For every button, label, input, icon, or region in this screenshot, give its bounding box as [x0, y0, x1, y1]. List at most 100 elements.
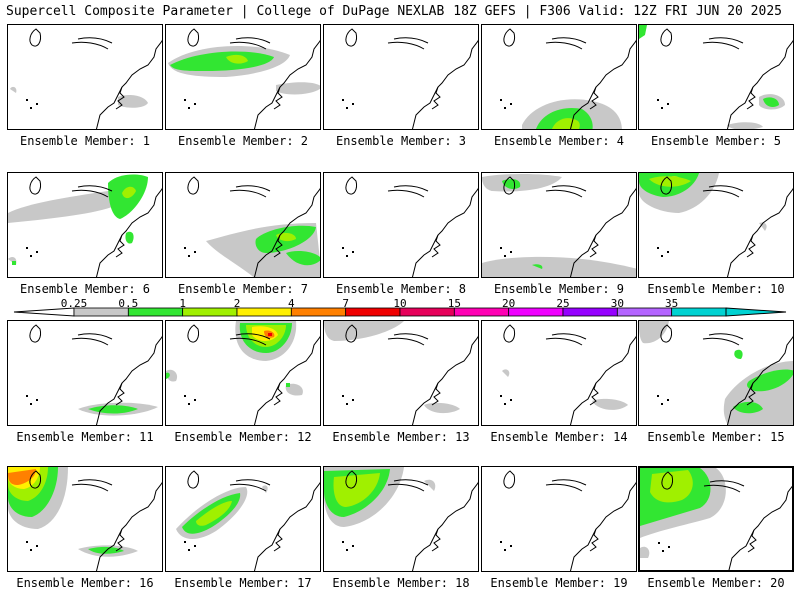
- ensemble-member-map: [165, 24, 321, 130]
- scp-contour: [747, 369, 793, 392]
- scp-contour: [640, 546, 650, 558]
- scp-contour: [727, 122, 763, 129]
- ensemble-member-map: [7, 24, 163, 130]
- scp-contour: [122, 186, 136, 199]
- colorbar-segment: [616, 307, 673, 317]
- coastline: [411, 39, 478, 129]
- island-outline: [393, 37, 429, 44]
- island-outline: [708, 37, 744, 44]
- lake-outline: [187, 28, 199, 47]
- map-dot: [184, 247, 186, 249]
- map-dot: [510, 251, 512, 253]
- ensemble-member-label: Ensemble Member: 13: [332, 430, 470, 444]
- island-outline: [235, 479, 271, 486]
- map-canvas: [26, 324, 162, 425]
- map-dot: [36, 399, 38, 401]
- island-outline: [387, 41, 425, 50]
- ensemble-member-label: Ensemble Member: 19: [490, 576, 628, 590]
- ensemble-member-map: [638, 320, 794, 426]
- colorbar-segment: [345, 307, 401, 317]
- map-dot: [342, 395, 344, 397]
- island-outline: [551, 333, 587, 340]
- map-dot: [352, 399, 354, 401]
- map-dot: [500, 541, 502, 543]
- scp-contour: [639, 25, 647, 39]
- scp-contour: [324, 321, 404, 341]
- lake-outline: [187, 324, 199, 343]
- coastline: [569, 187, 636, 277]
- map-canvas: [168, 28, 320, 129]
- lake-outline: [503, 470, 515, 489]
- colorbar-tick-label: 0.25: [60, 297, 88, 310]
- island-outline: [708, 185, 744, 192]
- scp-contour: [763, 97, 779, 107]
- island-outline: [551, 479, 587, 486]
- island-outline: [702, 41, 740, 50]
- ensemble-member-map: [638, 466, 794, 572]
- ensemble-member-label: Ensemble Member: 20: [647, 576, 785, 590]
- map-dot: [194, 251, 196, 253]
- ensemble-member-map: [165, 172, 321, 278]
- ensemble-member-map: [7, 466, 163, 572]
- map-dot: [661, 107, 663, 109]
- colorbar-segment: [453, 307, 510, 317]
- map-canvas: [482, 174, 636, 277]
- lake-outline: [345, 470, 357, 489]
- colorbar-tick-label: 10: [393, 297, 407, 310]
- map-dot: [346, 255, 348, 257]
- scp-contour: [759, 222, 767, 231]
- ensemble-member-map: [323, 320, 479, 426]
- coastline: [569, 39, 636, 129]
- map-dot: [504, 403, 506, 405]
- ensemble-member-map: [323, 172, 479, 278]
- island-outline: [235, 185, 271, 192]
- map-dot: [184, 395, 186, 397]
- colorbar-tick-label: 25: [556, 297, 570, 310]
- scp-contour: [502, 179, 521, 189]
- island-outline: [551, 185, 587, 192]
- map-dot: [658, 542, 660, 544]
- coastline: [253, 335, 320, 425]
- lake-outline: [503, 324, 515, 343]
- ensemble-member-map: [165, 320, 321, 426]
- chesapeake-bay-outline: [115, 86, 125, 110]
- scp-contour: [118, 95, 148, 108]
- island-outline: [387, 189, 425, 198]
- ensemble-member-label: Ensemble Member: 4: [493, 134, 625, 148]
- scp-contour: [286, 383, 290, 387]
- map-dot: [36, 103, 38, 105]
- map-dot: [30, 549, 32, 551]
- map-canvas: [500, 470, 636, 571]
- island-outline: [77, 479, 113, 486]
- ensemble-member-label: Ensemble Member: 5: [650, 134, 782, 148]
- coastline: [95, 39, 162, 129]
- colorbar-segment: [671, 307, 727, 317]
- map-dot: [352, 251, 354, 253]
- colorbar-tick-label: 7: [342, 297, 349, 310]
- map-canvas: [639, 25, 793, 129]
- island-outline: [709, 480, 745, 487]
- chesapeake-bay-outline: [273, 382, 283, 406]
- ensemble-member-label: Ensemble Member: 16: [16, 576, 154, 590]
- map-dot: [346, 549, 348, 551]
- colorbar-tick-label: 4: [288, 297, 295, 310]
- map-dot: [30, 255, 32, 257]
- chesapeake-bay-outline: [273, 234, 283, 258]
- scp-contour: [532, 264, 543, 269]
- map-canvas: [10, 28, 162, 129]
- chesapeake-bay-outline: [589, 528, 599, 552]
- chesapeake-bay-outline: [431, 528, 441, 552]
- lake-outline: [661, 471, 673, 490]
- coastline: [411, 481, 478, 571]
- map-canvas: [184, 176, 320, 277]
- map-dot: [500, 395, 502, 397]
- map-dot: [184, 99, 186, 101]
- colorbar-tick-label: 2: [233, 297, 241, 310]
- ensemble-member-map: [638, 172, 794, 278]
- coastline: [253, 187, 320, 277]
- map-dot: [346, 403, 348, 405]
- ensemble-member-label: Ensemble Member: 1: [19, 134, 151, 148]
- colorbar-segment: [290, 307, 347, 317]
- map-dot: [194, 545, 196, 547]
- scp-contour: [502, 369, 510, 377]
